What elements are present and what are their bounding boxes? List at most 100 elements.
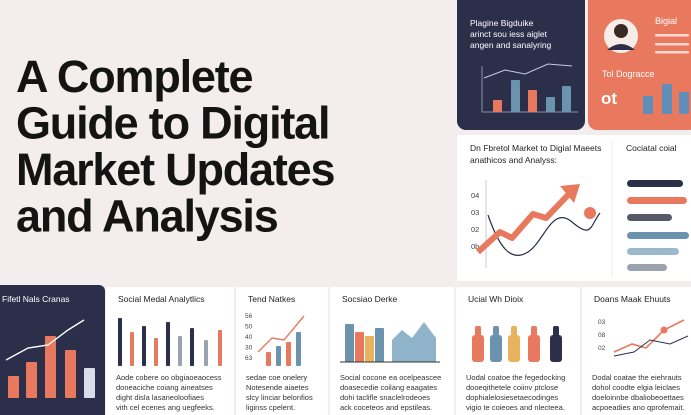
bar-decor [562, 86, 571, 112]
tick-label: 03 [471, 208, 479, 217]
area-decor [392, 322, 436, 362]
bottle-cap-decor [493, 326, 499, 336]
bottle-decor [528, 335, 540, 362]
bar-decor [643, 96, 653, 114]
tick-label: 40 [245, 334, 253, 341]
bar-decor [142, 326, 146, 366]
bottle-cap-decor [475, 326, 481, 336]
bar-decor [190, 328, 194, 366]
card-body-text: acpoeadies ano qprofemait. [592, 403, 685, 412]
curve-decor [487, 212, 601, 256]
card-title: Ucial Wh Dioix [468, 294, 524, 304]
dot-decor [660, 326, 668, 334]
bar-decor [45, 336, 56, 398]
card-body-text: vigio te coieoes and nlecteea. [466, 403, 565, 412]
bar-decor [365, 336, 374, 362]
tick-label: 30 [245, 345, 253, 352]
bar-decor [204, 340, 208, 366]
card-text: angen and sanalyring [470, 40, 552, 50]
bar-decor [65, 350, 76, 398]
bar-decor [493, 100, 502, 112]
main-title-line: Market Updates [16, 144, 334, 195]
text-line-decor [655, 51, 689, 54]
card-text: arinct sou iess aiglet [470, 29, 548, 39]
panel-title: Dn Fbretol Market to Digial Maeets [470, 143, 601, 153]
text-line-decor [655, 34, 689, 37]
avatar-head [614, 24, 628, 38]
tick-label: 56 [245, 313, 253, 320]
arrowhead-decor [560, 184, 580, 203]
main-title-line: and Analysis [16, 191, 278, 242]
card-body-text: Aode cobere oo obgiaoeaocess [116, 373, 222, 382]
main-title-line: Guide to Digital [16, 98, 329, 149]
line-decor [257, 315, 305, 353]
card-body-text: Uodal coatoe the fegedocking [466, 373, 565, 382]
bar-decor [355, 332, 364, 362]
card-body-text: liginss cpelent. [246, 403, 295, 412]
main-title-line: A Complete [16, 51, 253, 102]
card-body-text: Social cocone ea ocelpeascee [340, 373, 441, 382]
dot-decor [584, 207, 596, 219]
bottle-cap-decor [511, 326, 517, 336]
tick-label: 08 [598, 332, 606, 339]
card-value: ot [601, 89, 617, 108]
tick-label: 0b [471, 242, 479, 251]
card-body-text: sedae coe onelery [246, 373, 308, 382]
bar-decor [296, 332, 301, 366]
axis [481, 66, 578, 113]
text-line-decor [655, 43, 689, 46]
panel-title: anathicos and Analyss: [470, 155, 557, 165]
bottom-card [236, 287, 328, 415]
tick-label: 63 [245, 355, 253, 362]
bar-decor [511, 80, 520, 112]
bar-decor [26, 362, 37, 398]
bottle-decor [472, 335, 484, 362]
card-body-text: Notesende aiaetes [246, 383, 309, 392]
card-body-text: dophialelosiesetaecodinges [466, 393, 558, 402]
bar-decor [662, 84, 672, 114]
card-body-text: vith cel ecenes ang uegfeeks. [116, 403, 215, 412]
bar-decor [178, 336, 182, 366]
bar-decor [218, 330, 222, 366]
card-body-text: slcy linciar belonfios [246, 393, 313, 402]
hbar-decor [627, 197, 687, 204]
line-decor [613, 319, 685, 353]
avatar-body [607, 44, 635, 50]
bar-decor [130, 332, 134, 366]
card-body-text: doneaciche coiang aineatses [116, 383, 213, 392]
bar-decor [8, 376, 19, 398]
card-body-text: dooeqithetele coiinv ptclose [466, 383, 558, 392]
hbar-decor [627, 232, 689, 239]
card-body-text: ack coceteos and epstileas. [340, 403, 432, 412]
hbar-decor [627, 214, 672, 221]
bottle-cap-decor [553, 326, 559, 336]
hbar-decor [627, 264, 667, 271]
bottle-cap-decor [531, 326, 537, 336]
tick-label: 04 [471, 191, 479, 200]
hbar-decor [627, 248, 679, 255]
bar-decor [154, 338, 158, 366]
bar-decor [345, 324, 354, 362]
bar-decor [276, 346, 281, 366]
bar-decor [679, 92, 689, 114]
bar-decor [84, 368, 95, 398]
line-decor [5, 319, 85, 361]
line-decor [613, 335, 689, 357]
bar-decor [166, 322, 170, 366]
bar-decor [286, 342, 291, 366]
card-body-text: doeloinnbe dbaliobeoettaes [592, 393, 684, 402]
card-title: Social Medal Analytlics [118, 294, 204, 304]
tick-label: 50 [245, 324, 253, 331]
card-title: Tend Natkes [248, 294, 295, 304]
card-title: Fifetl Nals Cranas [2, 294, 70, 304]
bar-decor [528, 90, 537, 112]
arrow-decor [475, 192, 571, 255]
card-body-text: dight disla lasaneoloofiaes [116, 393, 204, 402]
card-name: Bigial [655, 16, 677, 26]
tick-label: 02 [598, 345, 606, 352]
bottle-decor [550, 335, 562, 362]
card-body-text: Dodal coatae the eiehrauts [592, 373, 682, 382]
tick-label: 03 [598, 319, 606, 326]
